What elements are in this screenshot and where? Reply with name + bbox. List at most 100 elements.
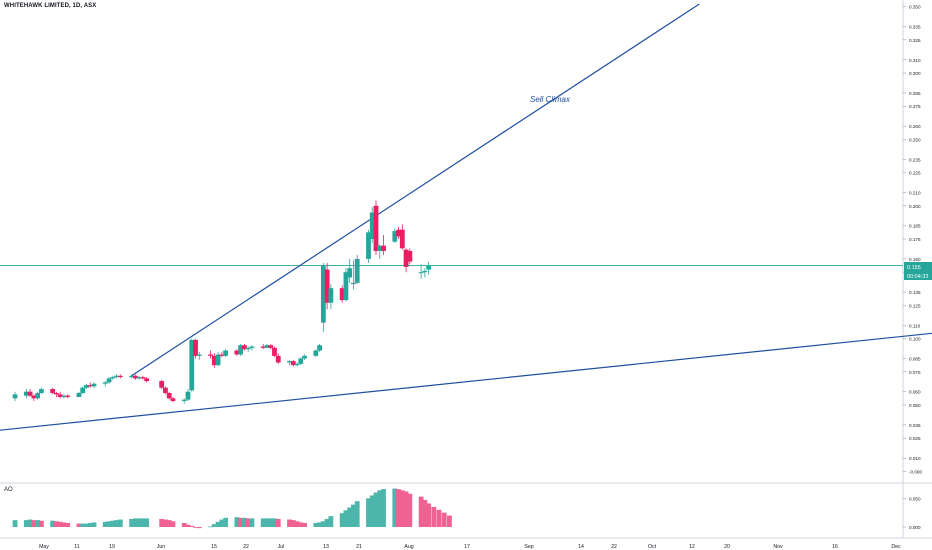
ao-bar	[185, 524, 191, 527]
candle[interactable]	[320, 262, 326, 332]
candle[interactable]	[260, 343, 266, 350]
awesome-oscillator-histogram	[12, 488, 452, 529]
candle[interactable]	[84, 383, 89, 390]
candle-body	[392, 231, 398, 242]
candle[interactable]	[193, 338, 198, 359]
candle[interactable]	[347, 258, 353, 283]
candle-body	[324, 269, 330, 303]
price-axis[interactable]: -0.000 0.010 0.025 0.035 0.050 0.060 0.075 0.08…	[903, 5, 922, 475]
candle[interactable]	[140, 375, 146, 380]
candle[interactable]	[211, 353, 217, 368]
candle[interactable]	[268, 343, 274, 350]
candle[interactable]	[117, 374, 123, 379]
candle[interactable]	[407, 248, 413, 265]
candle[interactable]	[294, 362, 300, 367]
candle[interactable]	[208, 350, 213, 359]
candle[interactable]	[373, 200, 379, 255]
symbol-title[interactable]: WHITEHAWK LIMITED, 1D, ASX	[4, 3, 97, 9]
trendline[interactable]	[0, 332, 932, 431]
candle[interactable]	[290, 359, 296, 367]
candle[interactable]	[27, 389, 33, 398]
candle[interactable]	[65, 394, 71, 399]
candle[interactable]	[275, 353, 281, 364]
candlestick-series[interactable]	[12, 200, 432, 404]
ao-bar	[242, 517, 247, 527]
candle[interactable]	[317, 343, 322, 352]
candle[interactable]	[50, 387, 56, 395]
candle-body	[23, 391, 29, 396]
candle[interactable]	[80, 386, 86, 395]
candle[interactable]	[185, 389, 191, 401]
candle[interactable]	[54, 391, 59, 398]
candle[interactable]	[61, 394, 67, 399]
candle[interactable]	[351, 260, 356, 290]
candle[interactable]	[245, 346, 251, 352]
candle[interactable]	[287, 359, 292, 366]
candle[interactable]	[12, 391, 18, 401]
candle[interactable]	[234, 349, 240, 356]
candle[interactable]	[381, 235, 386, 255]
trendline[interactable]	[131, 3, 700, 377]
candle[interactable]	[426, 261, 432, 275]
candle[interactable]	[31, 394, 37, 401]
candle[interactable]	[418, 264, 424, 279]
candle[interactable]	[298, 357, 304, 366]
candle[interactable]	[264, 343, 270, 348]
candle[interactable]	[23, 389, 29, 399]
candle[interactable]	[354, 254, 360, 285]
candle[interactable]	[238, 343, 244, 356]
candle[interactable]	[249, 345, 255, 351]
candle[interactable]	[242, 343, 247, 351]
candle[interactable]	[110, 375, 116, 380]
candle[interactable]	[366, 229, 371, 263]
candle-body	[189, 339, 195, 391]
candle[interactable]	[181, 398, 187, 404]
candle[interactable]	[272, 346, 277, 358]
candle[interactable]	[38, 387, 44, 395]
sell-climax-annotation[interactable]: Sell Climax	[530, 95, 571, 104]
candle[interactable]	[87, 382, 93, 388]
price-tick-label: 0.050	[909, 403, 921, 408]
candle[interactable]	[196, 351, 202, 360]
candle[interactable]	[328, 284, 334, 310]
candle[interactable]	[132, 374, 138, 380]
candle[interactable]	[313, 349, 319, 358]
candle[interactable]	[129, 374, 134, 379]
candle[interactable]	[369, 207, 375, 243]
candle[interactable]	[189, 338, 195, 392]
candle[interactable]	[57, 391, 63, 399]
candle[interactable]	[392, 228, 398, 243]
candle[interactable]	[215, 351, 221, 367]
candle[interactable]	[339, 285, 345, 303]
indicator-label[interactable]: AO	[4, 487, 13, 493]
candle[interactable]	[170, 397, 176, 403]
trendlines[interactable]	[0, 3, 932, 431]
candle[interactable]	[114, 374, 119, 379]
candle[interactable]	[302, 354, 307, 360]
candle[interactable]	[144, 377, 150, 383]
candle[interactable]	[35, 391, 40, 400]
time-tick-label: 21	[356, 544, 362, 550]
candle[interactable]	[91, 382, 97, 388]
ao-bar	[31, 520, 37, 527]
candle[interactable]	[324, 262, 330, 310]
price-tick-label: 0.250	[909, 137, 921, 142]
time-axis[interactable]: May 11 19 Jun 15 22 Jul 13 21 Aug 17 Sep 14 22 Oct 12 20…	[39, 544, 901, 550]
candle[interactable]	[223, 349, 228, 358]
candle[interactable]	[136, 375, 142, 380]
candle[interactable]	[166, 391, 172, 400]
candle[interactable]	[163, 386, 168, 395]
candle[interactable]	[396, 227, 401, 240]
candle[interactable]	[106, 377, 112, 384]
candle[interactable]	[399, 224, 405, 250]
candle[interactable]	[377, 244, 383, 259]
candle[interactable]	[403, 248, 409, 273]
candle[interactable]	[343, 268, 349, 302]
candle[interactable]	[159, 379, 165, 390]
ao-bar	[264, 518, 270, 527]
candle[interactable]	[102, 381, 108, 387]
candle[interactable]	[219, 351, 225, 358]
candle[interactable]	[422, 268, 428, 278]
price-tick-label: 0.010	[909, 456, 921, 461]
candle[interactable]	[76, 391, 82, 398]
